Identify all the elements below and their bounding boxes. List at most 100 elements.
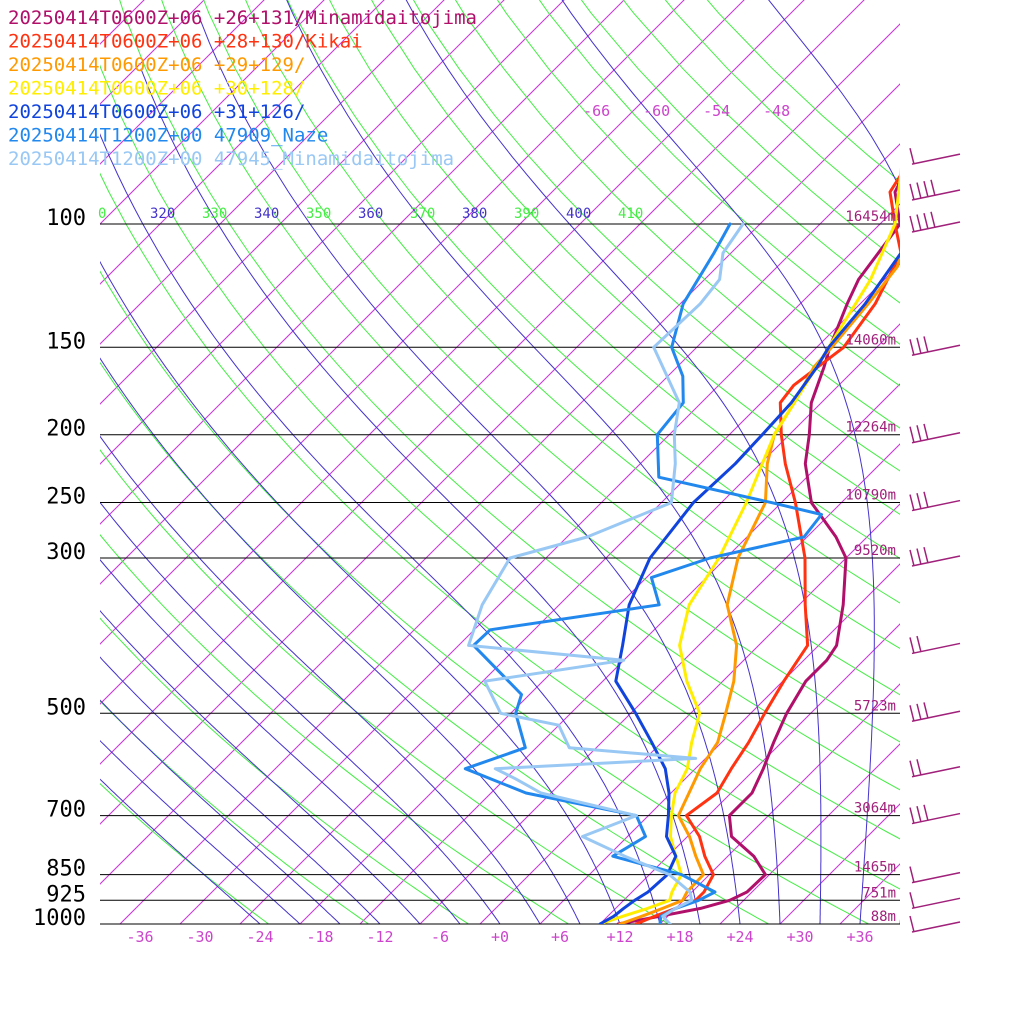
wind-barb-flag xyxy=(923,804,929,821)
isotherm-line xyxy=(100,0,865,765)
wind-barb-flag xyxy=(923,547,929,564)
theta-label: 0 xyxy=(98,206,106,222)
wind-barb-flag xyxy=(909,637,915,654)
isotherm-line xyxy=(539,563,900,924)
height-label: 16454m xyxy=(845,209,896,225)
wind-barb xyxy=(909,892,961,910)
wind-barb xyxy=(909,179,961,201)
pressure-tick-label: 300 xyxy=(46,540,86,565)
height-labels: 16454m 14060m 12264m 10790m 9520m 5723m 3064m 1… xyxy=(845,209,896,925)
isotherm-line xyxy=(719,743,900,924)
wind-barb-flag xyxy=(916,214,922,231)
wind-barb-flag xyxy=(916,425,922,442)
wind-barb-flag xyxy=(916,635,922,653)
wind-barb-flag xyxy=(923,336,929,353)
temperature-tick-label: +36 xyxy=(846,928,873,946)
isotherm-line xyxy=(100,83,900,885)
temperature-tick-label: +0 xyxy=(491,928,509,946)
theta-label: 400 xyxy=(566,206,591,222)
height-label: 88m xyxy=(871,909,896,925)
pressure-tick-label: 100 xyxy=(46,206,86,231)
dry-adiabat-line xyxy=(706,0,900,183)
wind-barb-flag xyxy=(909,494,915,511)
legend: 20250414T0600Z+06 +26+131/Minamidaitojim… xyxy=(8,7,477,170)
moist-adiabat-line xyxy=(561,0,875,924)
moist-adiabat-line xyxy=(100,699,341,924)
isotherm-line xyxy=(100,0,625,525)
wind-barb-flag xyxy=(916,805,922,823)
temperature-tick-label: +12 xyxy=(606,928,633,946)
height-label: 14060m xyxy=(845,332,896,348)
legend-entry: 20250414T0600Z+06 +30+128/ xyxy=(8,78,305,100)
wind-barb-staff xyxy=(911,897,961,910)
pressure-tick-label: 700 xyxy=(46,798,86,823)
dry-adiabat-line xyxy=(100,783,270,924)
dry-adiabat-line xyxy=(412,0,900,472)
wind-barb-flag xyxy=(909,426,915,443)
temperature-profiles xyxy=(463,167,900,924)
wind-barb xyxy=(909,211,961,233)
isotherm-line xyxy=(119,143,900,924)
wind-barb xyxy=(909,547,961,567)
moist-adiabat-line xyxy=(197,13,741,924)
wind-barb-flag xyxy=(909,892,915,909)
wind-barb-flag xyxy=(923,180,929,198)
temperature-tick-label: -30 xyxy=(186,928,213,946)
moist-adiabat-line xyxy=(100,559,461,924)
wind-barb-staff xyxy=(911,642,961,655)
wind-barb xyxy=(909,147,961,165)
upper-isotherm-labels: -66 -60 -54 -48 xyxy=(583,102,790,120)
isotherm-line xyxy=(100,0,205,105)
pressure-tick-label: 925 xyxy=(46,882,86,907)
isotherm-line xyxy=(100,0,505,405)
wind-barb-staff xyxy=(911,871,961,884)
isotherm-line xyxy=(100,0,565,465)
pressure-tick-label: 150 xyxy=(46,329,86,354)
profile-line-4 xyxy=(598,167,900,924)
wind-barb-flag xyxy=(916,182,922,199)
isotherm-line xyxy=(599,623,900,924)
temperature-tick-label: +30 xyxy=(786,928,813,946)
moist-adiabat-line xyxy=(100,656,381,924)
wind-barb-flag xyxy=(909,807,915,824)
wind-barb xyxy=(909,702,961,723)
profile-line-6 xyxy=(463,222,823,924)
wind-barb-flag xyxy=(916,548,922,565)
theta-labels: 0 320 330 340 350 360 370 380 390 400 410 xyxy=(98,206,643,222)
wind-barb-flag xyxy=(909,147,915,165)
wind-barb-flag xyxy=(923,213,929,230)
temperature-tick-label: -36 xyxy=(126,928,153,946)
wind-barb-staff xyxy=(911,221,961,233)
pressure-tick-label: 250 xyxy=(46,485,86,510)
wind-barb-flag xyxy=(909,866,915,883)
isotherm-line xyxy=(100,23,900,825)
wind-barb-flag xyxy=(916,337,922,355)
height-label: 3064m xyxy=(854,801,896,817)
wind-barb xyxy=(909,491,961,512)
isotherm-line xyxy=(779,803,900,924)
dry-adiabat-line xyxy=(454,0,900,429)
upper-isotherm-label: -54 xyxy=(703,102,730,120)
moist-adiabat-line xyxy=(405,0,822,924)
temperature-tick-labels: -36 -30 -24 -18 -12 -6 +0 +6 +12 +18 +24 +30 +36 xyxy=(126,928,873,946)
moist-adiabat-line xyxy=(140,68,701,924)
profile-line-7 xyxy=(467,222,745,924)
theta-label: 390 xyxy=(514,206,539,222)
dry-adiabat-line xyxy=(100,534,570,924)
isotherm-line xyxy=(239,263,900,924)
legend-entry: 20250414T0600Z+06 +28+130/Kikai xyxy=(8,31,363,53)
isotherm-line xyxy=(100,0,385,285)
wind-barb-flag xyxy=(916,703,922,721)
theta-label: 340 xyxy=(254,206,279,222)
isotherm-line xyxy=(359,383,900,924)
wind-barb xyxy=(909,866,961,884)
legend-entry: 20250414T0600Z+06 +29+129/ xyxy=(8,54,305,76)
wind-barb-staff xyxy=(911,344,961,356)
wind-barb xyxy=(909,635,961,655)
theta-label: 360 xyxy=(358,206,383,222)
pressure-tick-label: 1000 xyxy=(33,906,86,931)
wind-barb-staff xyxy=(911,555,961,567)
legend-entry: 20250414T1200Z+00 47909_Naze xyxy=(8,125,328,147)
temperature-tick-label: +18 xyxy=(666,928,693,946)
